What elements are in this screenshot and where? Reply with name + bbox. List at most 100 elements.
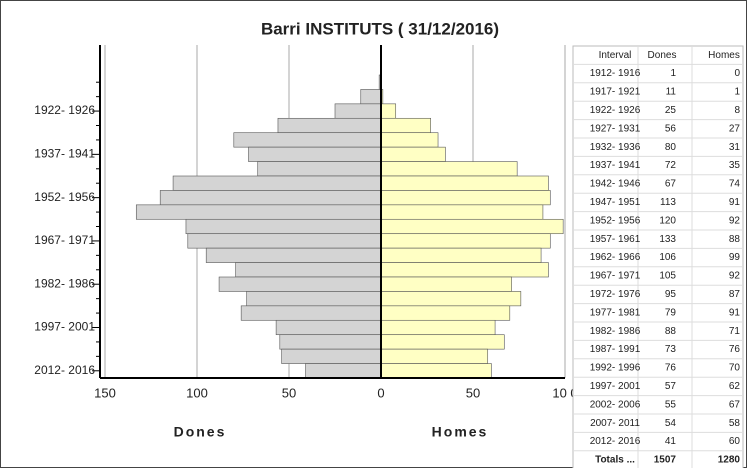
table-cell: 8 bbox=[734, 105, 740, 116]
bar bbox=[380, 334, 505, 350]
table-cell: 1932- 1936 bbox=[590, 142, 641, 153]
table-cell: 2007- 2011 bbox=[590, 418, 640, 429]
bar bbox=[380, 103, 397, 119]
table-cell: 1 bbox=[734, 87, 740, 98]
table-cell: 120 bbox=[659, 215, 676, 226]
table-cell: 1947- 1951 bbox=[590, 197, 641, 208]
bar bbox=[305, 363, 382, 379]
bar bbox=[159, 190, 382, 206]
bar bbox=[380, 276, 512, 292]
y-tick-label: 2012- 2016 bbox=[34, 363, 95, 377]
table-cell: 70 bbox=[729, 363, 741, 374]
table-cell: 1967- 1971 bbox=[590, 271, 641, 282]
table-cell: 92 bbox=[729, 215, 741, 226]
table-cell: 92 bbox=[729, 271, 741, 282]
table-cell: 1 bbox=[670, 68, 676, 79]
bar bbox=[135, 204, 382, 220]
bar bbox=[380, 319, 496, 336]
bar bbox=[380, 247, 542, 263]
table-cell: 74 bbox=[729, 179, 741, 190]
bar bbox=[172, 175, 382, 191]
bar bbox=[240, 305, 382, 321]
table-cell: 57 bbox=[665, 381, 677, 392]
bar bbox=[380, 363, 492, 379]
table-cell: 1917- 1921 bbox=[590, 87, 641, 98]
table-cell: 60 bbox=[729, 436, 741, 447]
table-cell: 0 bbox=[734, 68, 740, 79]
table-cell: 11 bbox=[666, 87, 677, 98]
x-tick-label: 50 bbox=[282, 385, 296, 400]
table-header: Interval bbox=[599, 50, 632, 61]
bar bbox=[380, 175, 549, 191]
table-cell: 2002- 2006 bbox=[590, 399, 641, 410]
table-cell: 54 bbox=[665, 418, 677, 429]
bar bbox=[187, 233, 382, 249]
y-tick-label: 1967- 1971 bbox=[34, 233, 95, 247]
bar bbox=[380, 204, 544, 220]
table-cell: 105 bbox=[659, 271, 676, 282]
x-tick-label: 0 bbox=[377, 385, 384, 400]
axis-label: Homes bbox=[432, 424, 489, 440]
table-cell: 106 bbox=[659, 252, 676, 263]
bar bbox=[380, 161, 518, 177]
axis-label: Dones bbox=[174, 424, 227, 440]
bar bbox=[334, 103, 382, 119]
table-cell: 1912- 1916 bbox=[590, 68, 641, 79]
table-cell: 133 bbox=[659, 234, 676, 245]
table-cell: 71 bbox=[729, 326, 741, 337]
table-cell: 25 bbox=[665, 105, 677, 116]
y-tick-label: 1922- 1926 bbox=[34, 103, 95, 117]
table-cell: 31 bbox=[729, 142, 741, 153]
chart-title: Barri INSTITUTS ( 31/12/2016) bbox=[261, 19, 499, 38]
table-cell: 1987- 1991 bbox=[590, 344, 641, 355]
bar bbox=[275, 319, 382, 336]
table-cell: 113 bbox=[660, 197, 676, 208]
table-cell: 67 bbox=[729, 399, 741, 410]
table-total: 1280 bbox=[718, 455, 741, 466]
bar bbox=[380, 190, 551, 206]
bar bbox=[380, 348, 489, 364]
y-tick-label: 1952- 1956 bbox=[34, 190, 95, 204]
table-cell: 1962- 1966 bbox=[590, 252, 641, 263]
table-cell: 2012- 2016 bbox=[590, 436, 641, 447]
bar bbox=[185, 218, 382, 235]
table-cell: 1922- 1926 bbox=[590, 105, 641, 116]
data-table: Interval Dones Homes 1912- 1916 1 0 1917- 1921… bbox=[572, 45, 744, 468]
bar bbox=[257, 161, 382, 177]
bar bbox=[279, 334, 382, 350]
table-cell: 76 bbox=[729, 344, 741, 355]
table-cell: 73 bbox=[665, 344, 677, 355]
table-cell: 1942- 1946 bbox=[590, 179, 641, 190]
table-cell: 41 bbox=[665, 436, 677, 447]
table-cell: 56 bbox=[665, 123, 677, 134]
table-cell: 27 bbox=[729, 123, 741, 134]
table-cell: 99 bbox=[729, 252, 741, 263]
table-cell: 87 bbox=[729, 289, 741, 300]
table-header: Dones bbox=[648, 50, 677, 61]
table-cell: 80 bbox=[665, 142, 677, 153]
table-cell: 1992- 1996 bbox=[590, 363, 641, 374]
bar bbox=[380, 117, 431, 134]
table-cell: 58 bbox=[729, 418, 741, 429]
y-tick-label: 1982- 1986 bbox=[34, 276, 95, 290]
bar bbox=[360, 89, 382, 105]
table-frame bbox=[572, 45, 744, 468]
table-cell: 1982- 1986 bbox=[590, 326, 641, 337]
y-tick-label: 1997- 2001 bbox=[34, 320, 95, 334]
x-tick-label: 10 0 bbox=[552, 385, 577, 400]
table-cell: 88 bbox=[729, 234, 741, 245]
x-tick-label: 150 bbox=[94, 385, 116, 400]
bar bbox=[248, 146, 382, 162]
table-cell: 1957- 1961 bbox=[590, 234, 641, 245]
table-cell: 62 bbox=[729, 381, 741, 392]
bar bbox=[277, 117, 382, 134]
bar bbox=[380, 146, 446, 162]
bar bbox=[380, 262, 549, 278]
bar bbox=[380, 305, 511, 321]
table-cell: 35 bbox=[729, 160, 741, 171]
table-header: Homes bbox=[708, 50, 740, 61]
table-cell: 55 bbox=[665, 399, 677, 410]
bar bbox=[380, 132, 439, 148]
table-cell: 67 bbox=[665, 179, 677, 190]
